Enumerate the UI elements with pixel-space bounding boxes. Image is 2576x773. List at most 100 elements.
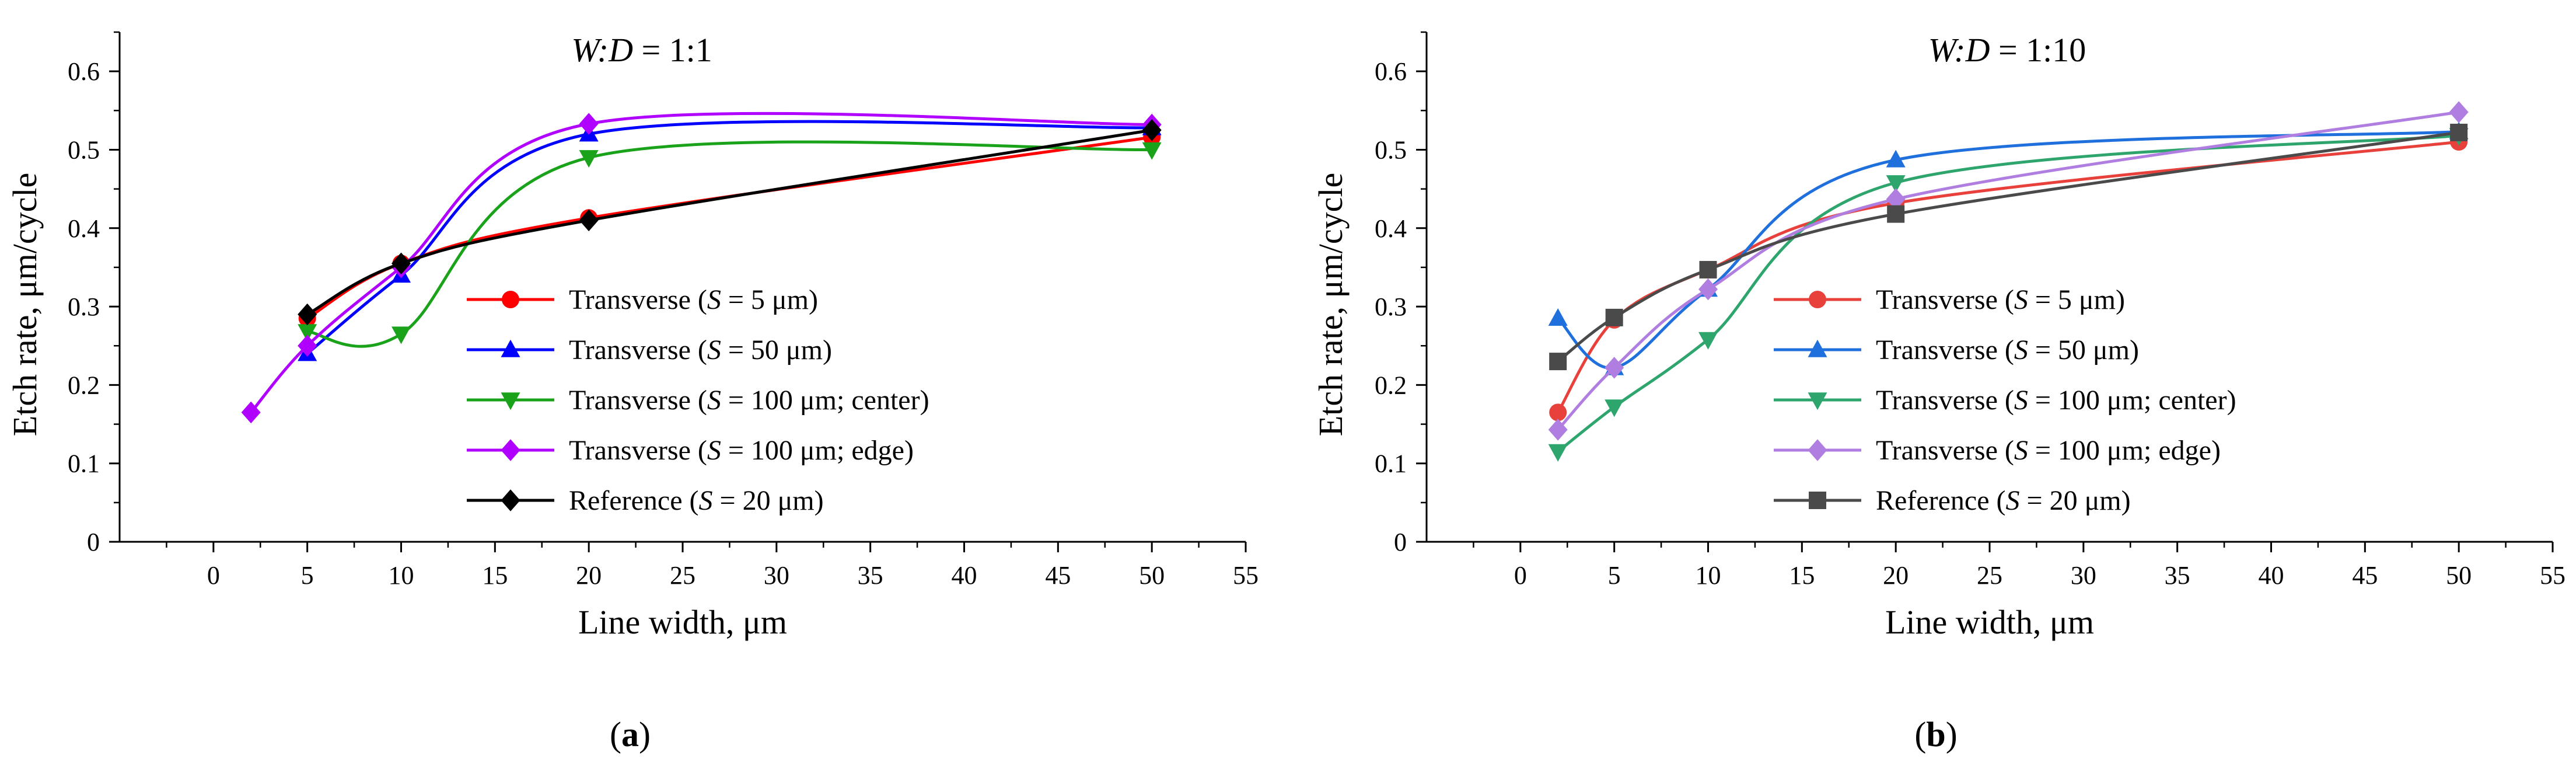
legend-marker xyxy=(1808,392,1827,410)
legend-label-pre: Transverse ( xyxy=(1876,385,2014,416)
x-tick-label: 35 xyxy=(2165,561,2190,590)
x-tick-label: 5 xyxy=(301,561,314,590)
legend-marker xyxy=(501,392,520,410)
y-tick-label: 0.6 xyxy=(68,57,100,86)
x-tick-label: 45 xyxy=(2352,561,2378,590)
caption-open: ( xyxy=(1914,715,1926,754)
x-tick-label: 50 xyxy=(2446,561,2472,590)
caption-close: ) xyxy=(1946,715,1958,754)
y-tick-label: 0.1 xyxy=(1375,450,1407,478)
data-point xyxy=(392,252,411,274)
legend-label-pre: Transverse ( xyxy=(1876,435,2014,466)
y-tick-label: 0.3 xyxy=(68,293,100,321)
data-point xyxy=(579,209,599,232)
legend-label-pre: Transverse ( xyxy=(1876,335,2014,365)
y-axis-label: Etch rate, μm/cycle xyxy=(1312,173,1350,436)
legend-label-pre: Reference ( xyxy=(569,485,699,516)
x-tick-label: 45 xyxy=(1045,561,1071,590)
data-point xyxy=(1605,399,1624,417)
x-tick-label: 30 xyxy=(2071,561,2096,590)
legend-label-pre: Transverse ( xyxy=(569,385,707,416)
data-point xyxy=(1605,308,1623,326)
x-tick-label: 0 xyxy=(1514,561,1527,590)
legend-label-pre: Transverse ( xyxy=(1876,284,2014,315)
x-tick-label: 5 xyxy=(1608,561,1621,590)
legend-label-s: S xyxy=(707,335,721,365)
data-point xyxy=(392,326,411,344)
legend-marker xyxy=(501,489,520,511)
data-point xyxy=(2450,123,2468,141)
caption-close: ) xyxy=(639,715,651,754)
legend-label: Transverse (S = 100 μm; center) xyxy=(569,385,929,416)
data-point xyxy=(1699,260,1717,278)
data-point xyxy=(298,335,317,357)
x-tick-label: 40 xyxy=(952,561,977,590)
legend-label-post: = 100 μm; center) xyxy=(721,385,929,416)
legend-label: Reference (S = 20 μm) xyxy=(1876,485,2131,516)
y-tick-label: 0 xyxy=(1394,528,1407,556)
series-line xyxy=(1557,110,2459,431)
data-point xyxy=(1549,353,1567,371)
legend-label-pre: Reference ( xyxy=(1876,485,2006,516)
chart-title-rest: = 1:10 xyxy=(1990,31,2086,69)
data-point xyxy=(1887,205,1905,223)
legend-label: Transverse (S = 100 μm; edge) xyxy=(1876,435,2221,466)
legend-label-s: S xyxy=(2014,385,2028,416)
legend-label-post: = 100 μm; edge) xyxy=(2028,435,2221,466)
chart-panel-a: 0 5 10 15 20 25 30 35 40 45 50 55 0 0.1 0.2 0.3 0.4 0.5 0.… xyxy=(6,31,1259,754)
legend-label-post: = 100 μm; center) xyxy=(2028,385,2236,416)
y-tick-label: 0.5 xyxy=(68,135,100,164)
y-tick-label: 0.4 xyxy=(68,214,100,243)
chart-panel-b: 0 5 10 15 20 25 30 35 40 45 50 55 0 0.1 0.2 0.3 0.4 0.5 0.… xyxy=(1312,31,2565,754)
legend-label-pre: Transverse ( xyxy=(569,284,707,315)
x-tick-label: 0 xyxy=(207,561,220,590)
y-tick-label: 0.1 xyxy=(68,450,100,478)
x-tick-label: 25 xyxy=(670,561,695,590)
x-axis-label: Line width, μm xyxy=(578,603,787,641)
data-point xyxy=(1698,332,1718,350)
legend-label: Transverse (S = 50 μm) xyxy=(1876,335,2139,365)
legend-label: Transverse (S = 50 μm) xyxy=(569,335,832,365)
x-tick-label: 50 xyxy=(1139,561,1165,590)
x-tick-label: 30 xyxy=(764,561,789,590)
x-tick-label: 15 xyxy=(1789,561,1815,590)
y-tick-label: 0.3 xyxy=(1375,293,1407,321)
x-tick-label: 40 xyxy=(2259,561,2284,590)
caption-letter: b xyxy=(1926,715,1945,754)
data-point xyxy=(2449,101,2469,123)
legend-marker xyxy=(502,291,519,308)
legend-label-s: S xyxy=(2014,435,2028,466)
legend-label-pre: Transverse ( xyxy=(569,335,707,365)
x-axis-label: Line width, μm xyxy=(1885,603,2094,641)
data-point xyxy=(1886,149,1906,168)
data-point xyxy=(579,113,599,135)
y-tick-label: 0.6 xyxy=(1375,57,1407,86)
legend-label: Reference (S = 20 μm) xyxy=(569,485,824,516)
y-tick-label: 0.2 xyxy=(68,371,100,399)
panel-caption: (b) xyxy=(1914,715,1957,754)
caption-letter: a xyxy=(621,715,639,754)
legend-label: Transverse (S = 100 μm; center) xyxy=(1876,385,2236,416)
legend-label-post: = 20 μm) xyxy=(2020,485,2131,516)
legend-marker xyxy=(501,439,520,461)
x-tick-label: 10 xyxy=(389,561,414,590)
x-tick-label: 35 xyxy=(858,561,883,590)
legend-marker xyxy=(501,339,520,357)
legend-label-s: S xyxy=(2006,485,2020,516)
data-point xyxy=(1549,403,1567,422)
legend-label-post: = 50 μm) xyxy=(721,335,832,365)
data-point xyxy=(241,401,261,424)
legend-marker xyxy=(1809,492,1826,509)
legend-label: Transverse (S = 100 μm; edge) xyxy=(569,435,914,466)
data-point xyxy=(1548,444,1568,462)
y-tick-label: 0.4 xyxy=(1375,214,1407,243)
legend-label-post: = 5 μm) xyxy=(721,284,818,315)
x-tick-label: 10 xyxy=(1696,561,1721,590)
panel-caption: (a) xyxy=(610,715,651,754)
data-point xyxy=(1548,308,1568,326)
y-tick-label: 0.2 xyxy=(1375,371,1407,399)
legend-label: Transverse (S = 5 μm) xyxy=(1876,284,2125,315)
data-point xyxy=(298,324,317,342)
legend-label-s: S xyxy=(707,385,721,416)
x-tick-label: 55 xyxy=(1233,561,1259,590)
